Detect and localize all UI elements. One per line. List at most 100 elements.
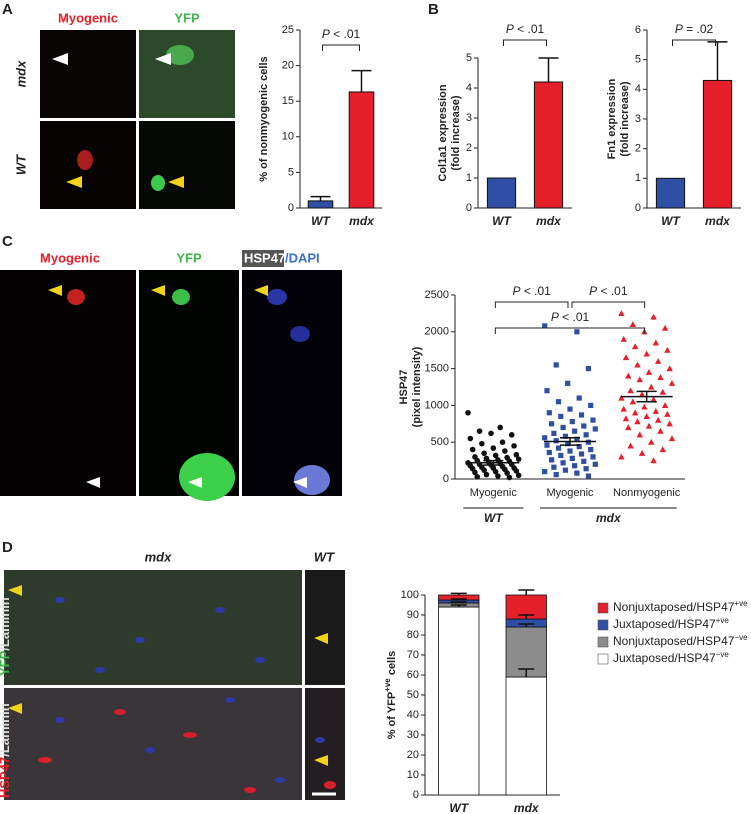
group-label: WT [484, 511, 504, 525]
image-label: WT [13, 154, 28, 175]
point [542, 323, 548, 329]
bar [348, 91, 375, 209]
image-label: Myogenic [40, 250, 100, 265]
point [648, 438, 655, 445]
bar-segment [438, 606, 480, 796]
legend-swatch [597, 653, 609, 665]
micrograph [4, 570, 302, 685]
point [643, 413, 650, 420]
point [661, 402, 669, 408]
y-axis-label: (fold increase) [450, 95, 462, 171]
point [620, 335, 627, 342]
micrograph [305, 570, 345, 685]
y-tick-label: 30 [407, 729, 419, 741]
point [574, 329, 580, 335]
point [560, 460, 566, 466]
point [567, 406, 573, 412]
point [576, 444, 582, 450]
arrowhead [66, 176, 82, 188]
panel-c-images: Myogenic YFP HSP47 /DAPI [0, 250, 342, 501]
point [506, 474, 513, 481]
legend-swatch [597, 619, 609, 631]
point [576, 395, 582, 401]
micrograph [40, 30, 136, 118]
point [476, 428, 483, 434]
micrograph [242, 270, 342, 496]
y-tick-label: 0 [413, 789, 419, 801]
point [492, 452, 499, 459]
point [472, 469, 478, 476]
cell [172, 289, 190, 305]
point [592, 461, 598, 467]
point [643, 350, 650, 357]
y-tick-label: 3 [466, 112, 472, 124]
y-tick-label: 0 [635, 202, 641, 214]
point [544, 388, 550, 394]
y-tick-label: 40 [407, 709, 419, 721]
point [560, 424, 566, 431]
point [488, 430, 494, 437]
cell [67, 289, 85, 305]
point [636, 376, 643, 383]
point [618, 310, 625, 316]
bar [702, 79, 733, 209]
y-tick-label: 2500 [425, 289, 449, 301]
point [622, 354, 630, 361]
point [631, 343, 639, 350]
point [585, 366, 591, 372]
point [583, 466, 589, 472]
image-label: HSP47/Laminin [0, 703, 12, 798]
point [650, 313, 657, 320]
y-tick-label: 80 [407, 629, 419, 641]
y-tick-label: 2000 [425, 326, 449, 338]
panel-d-images: mdx WT YFP/Laminin HSP47/Laminin [0, 549, 345, 800]
annotation: P < .01 [589, 284, 628, 298]
cell [166, 45, 194, 65]
point [515, 456, 522, 462]
point [661, 324, 669, 331]
arrowhead [254, 285, 268, 296]
point [664, 346, 671, 353]
point [588, 446, 594, 453]
point [574, 436, 580, 442]
arrowhead [151, 285, 165, 296]
point [629, 398, 637, 405]
micrograph [0, 270, 136, 496]
point [549, 457, 555, 463]
label-box [242, 250, 284, 267]
y-axis-label: (fold increase) [619, 81, 631, 157]
point [513, 451, 520, 458]
y-tick-label: 1 [635, 172, 641, 184]
point [555, 399, 562, 405]
image-label: Myogenic [58, 10, 118, 25]
y-tick-label: 5 [466, 52, 472, 64]
point [544, 442, 550, 448]
point [625, 424, 632, 431]
point [657, 374, 664, 381]
micrograph [139, 30, 235, 118]
arrowhead [314, 755, 328, 766]
point [659, 388, 666, 395]
point [629, 321, 637, 328]
point [618, 453, 625, 460]
panel-label: C [2, 233, 13, 250]
micrograph [139, 121, 235, 209]
point [650, 457, 657, 464]
x-tick-label: Myogenic [470, 487, 518, 499]
image-label: YFP [174, 10, 200, 25]
point [481, 467, 487, 473]
y-tick-label: 3 [635, 113, 641, 125]
image-label: YFP/Laminin [0, 597, 12, 676]
bracket [322, 44, 360, 51]
point [502, 448, 508, 454]
x-tick-label: Nonmyogenic [613, 487, 681, 499]
point [625, 372, 632, 379]
point [588, 402, 594, 408]
image-label: HSP47 [244, 250, 285, 265]
cell [179, 453, 235, 501]
y-tick-label: 0 [466, 202, 472, 214]
point [585, 473, 591, 479]
y-tick-label: 6 [635, 24, 641, 36]
y-tick-label: 70 [407, 649, 419, 661]
point [620, 405, 627, 412]
